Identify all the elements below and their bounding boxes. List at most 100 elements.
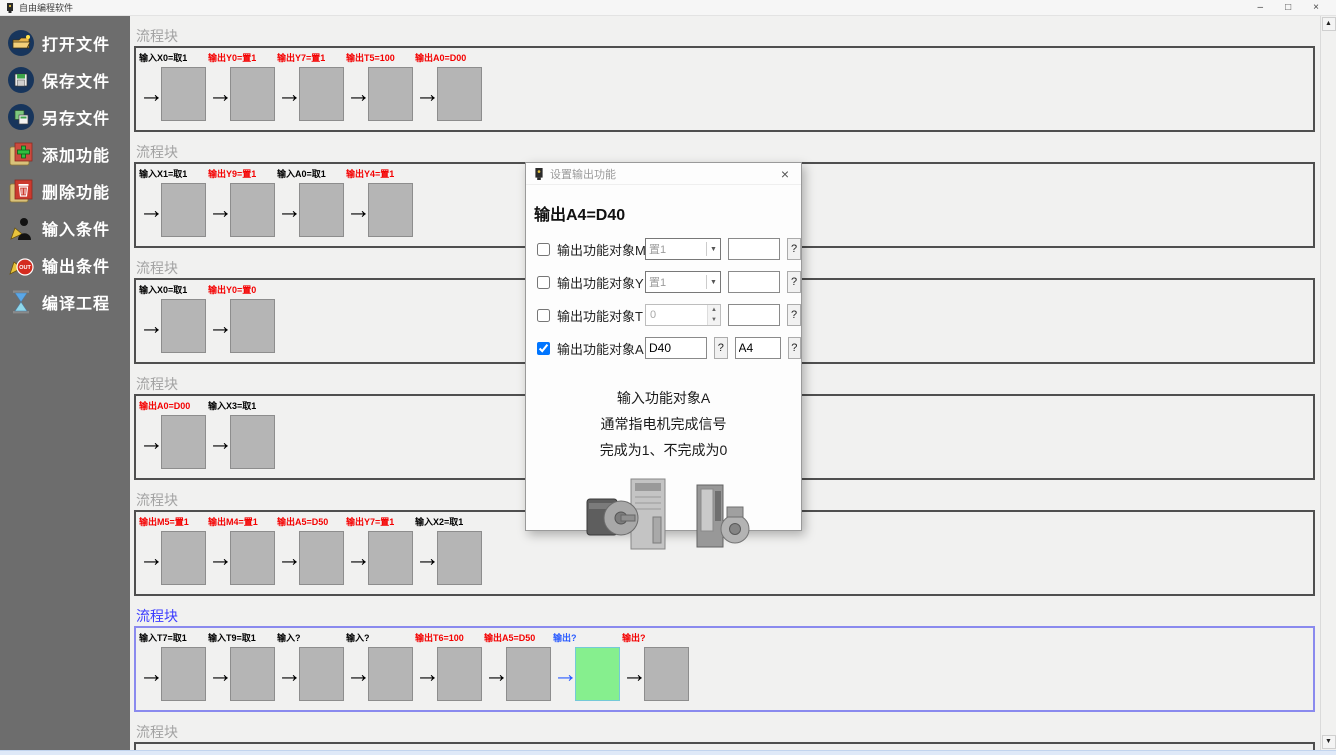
flow-block[interactable] bbox=[575, 647, 620, 701]
output-object-a-help-button[interactable]: ? bbox=[714, 337, 728, 359]
output-object-m-value-input[interactable] bbox=[728, 238, 780, 260]
flow-block[interactable] bbox=[437, 531, 482, 585]
combo-value: 置1 bbox=[649, 277, 667, 289]
output-object-m-combo[interactable]: 置1 ▼ bbox=[645, 238, 721, 260]
flow-block[interactable] bbox=[161, 531, 206, 585]
flow-arrow-icon: → bbox=[277, 195, 302, 224]
save-file-icon bbox=[8, 66, 34, 93]
flow-block[interactable] bbox=[161, 415, 206, 469]
output-object-y-help-button[interactable]: ? bbox=[787, 271, 801, 293]
flow-block[interactable] bbox=[506, 647, 551, 701]
flow-block[interactable] bbox=[299, 183, 344, 237]
sidebar-item-compile-project[interactable]: 编译工程 bbox=[0, 283, 130, 320]
minimize-button[interactable]: – bbox=[1257, 1, 1264, 13]
chevron-down-icon[interactable]: ▼ bbox=[710, 245, 717, 253]
flow-block[interactable] bbox=[368, 647, 413, 701]
spinner-down-icon[interactable]: ▼ bbox=[708, 315, 720, 325]
flow-step: 输入X2=取1 → bbox=[415, 515, 484, 588]
flow-section[interactable]: 流程块输入T7=取1 → 输入T9=取1 → 输入? → 输入? → 输出T6=100 → 输出A5… bbox=[134, 606, 1320, 712]
flow-block[interactable] bbox=[230, 67, 275, 121]
flow-step: 输入X1=取1 → bbox=[139, 167, 208, 240]
flow-block[interactable] bbox=[644, 647, 689, 701]
maximize-button[interactable]: □ bbox=[1285, 1, 1292, 13]
flow-block[interactable] bbox=[161, 67, 206, 121]
output-object-y-combo[interactable]: 置1 ▼ bbox=[645, 271, 721, 293]
chevron-down-icon[interactable]: ▼ bbox=[710, 278, 717, 286]
sidebar-item-label: 输入条件 bbox=[42, 221, 111, 239]
output-object-a-a-input[interactable] bbox=[734, 337, 781, 359]
flow-block[interactable] bbox=[230, 299, 275, 353]
output-object-a-help2-button[interactable]: ? bbox=[787, 337, 801, 359]
vertical-scrollbar[interactable]: ▲ ▼ bbox=[1320, 16, 1336, 750]
dialog-icon bbox=[535, 167, 543, 180]
flow-block[interactable] bbox=[299, 531, 344, 585]
flow-step: 输出Y4=置1 → bbox=[346, 167, 415, 240]
flow-arrow-icon: → bbox=[208, 195, 233, 224]
flow-block[interactable] bbox=[161, 183, 206, 237]
output-object-t-checkbox[interactable] bbox=[537, 308, 550, 322]
window-titlebar[interactable]: 自由编程软件 – □ × bbox=[0, 0, 1336, 16]
flow-block[interactable] bbox=[299, 647, 344, 701]
app-icon bbox=[7, 2, 13, 13]
compile-project-icon bbox=[13, 290, 29, 313]
flow-block[interactable] bbox=[230, 183, 275, 237]
scroll-up-icon[interactable]: ▲ bbox=[1321, 17, 1336, 31]
sidebar-item-save-as-file[interactable]: 另存文件 bbox=[0, 98, 130, 135]
sidebar-item-label: 编译工程 bbox=[42, 295, 111, 313]
flow-step-label: 输出Y9=置1 bbox=[208, 169, 257, 179]
flow-step-label: 输出A0=D00 bbox=[139, 401, 191, 411]
flow-block[interactable] bbox=[161, 299, 206, 353]
output-object-y-value-input[interactable] bbox=[728, 271, 780, 293]
flow-section-box[interactable]: 输入T7=取1 → 输入T9=取1 → 输入? → 输入? → 输出T6=100 → 输出A5=D5… bbox=[134, 626, 1315, 712]
flow-arrow-icon: → bbox=[208, 427, 233, 456]
flow-section[interactable]: 流程块 输入X0=取1 → 输出Y0=置1 → 输出Y7=置1 → 输出T5=100 → 输出A0… bbox=[134, 26, 1320, 132]
flow-step-label: 输入X0=取1 bbox=[139, 53, 188, 63]
dialog-titlebar[interactable]: 设置输出功能 × bbox=[526, 163, 801, 185]
close-button[interactable]: × bbox=[1313, 1, 1319, 13]
sidebar-item-delete-function[interactable]: 删除功能 bbox=[0, 172, 130, 209]
flow-section[interactable]: 流程块 bbox=[134, 722, 1320, 750]
flow-step: 输入? → bbox=[346, 631, 415, 704]
output-object-a-checkbox[interactable] bbox=[537, 341, 550, 355]
flow-block[interactable] bbox=[161, 647, 206, 701]
output-object-m-help-button[interactable]: ? bbox=[787, 238, 801, 260]
flow-step-label: 输出Y0=置0 bbox=[208, 285, 257, 295]
spinner-up-icon[interactable]: ▲ bbox=[708, 305, 720, 315]
help-line: 完成为1、不完成为0 bbox=[599, 442, 728, 458]
flow-block[interactable] bbox=[230, 647, 275, 701]
sidebar-item-input-condition[interactable]: 输入条件 bbox=[0, 209, 130, 246]
flow-block[interactable] bbox=[299, 67, 344, 121]
servo-motor-image bbox=[526, 477, 801, 553]
flow-step-body: → bbox=[208, 528, 277, 588]
output-condition-icon: OUT bbox=[9, 257, 34, 276]
sidebar-item-save-file[interactable]: 保存文件 bbox=[0, 61, 130, 98]
flow-block[interactable] bbox=[368, 183, 413, 237]
flow-block[interactable] bbox=[437, 647, 482, 701]
dialog-close-icon[interactable]: × bbox=[780, 165, 790, 182]
output-object-t-value-input[interactable] bbox=[728, 304, 780, 326]
flow-block[interactable] bbox=[437, 67, 482, 121]
output-object-a-d-input[interactable] bbox=[645, 337, 707, 359]
flow-section-title: 流程块 bbox=[136, 608, 178, 624]
output-object-t-spinner[interactable]: 0 ▲ ▼ bbox=[645, 304, 721, 326]
flow-block[interactable] bbox=[368, 531, 413, 585]
flow-section-box[interactable] bbox=[134, 742, 1315, 750]
flow-block[interactable] bbox=[230, 531, 275, 585]
flow-step-label: 输出T6=100 bbox=[415, 633, 464, 643]
flow-block[interactable] bbox=[230, 415, 275, 469]
sidebar-item-output-condition[interactable]: OUT 输出条件 bbox=[0, 246, 130, 283]
sidebar-item-add-function[interactable]: 添加功能 bbox=[0, 135, 130, 172]
flow-section-box[interactable]: 输入X0=取1 → 输出Y0=置1 → 输出Y7=置1 → 输出T5=100 → 输出A0=D0… bbox=[134, 46, 1315, 132]
output-object-y-checkbox[interactable] bbox=[537, 275, 550, 289]
scroll-down-icon[interactable]: ▼ bbox=[1321, 735, 1336, 749]
flow-arrow-icon: → bbox=[208, 79, 233, 108]
sidebar-item-open-file[interactable]: 打开文件 bbox=[0, 24, 130, 61]
svg-text:OUT: OUT bbox=[19, 265, 31, 271]
flow-section-title: 流程块 bbox=[136, 376, 178, 392]
output-object-t-help-button[interactable]: ? bbox=[787, 304, 801, 326]
output-object-m-checkbox[interactable] bbox=[537, 242, 550, 256]
flow-step: 输出Y7=置1 → bbox=[346, 515, 415, 588]
flow-section-title: 流程块 bbox=[136, 28, 178, 44]
flow-step-label: 输入X2=取1 bbox=[415, 517, 464, 527]
flow-block[interactable] bbox=[368, 67, 413, 121]
